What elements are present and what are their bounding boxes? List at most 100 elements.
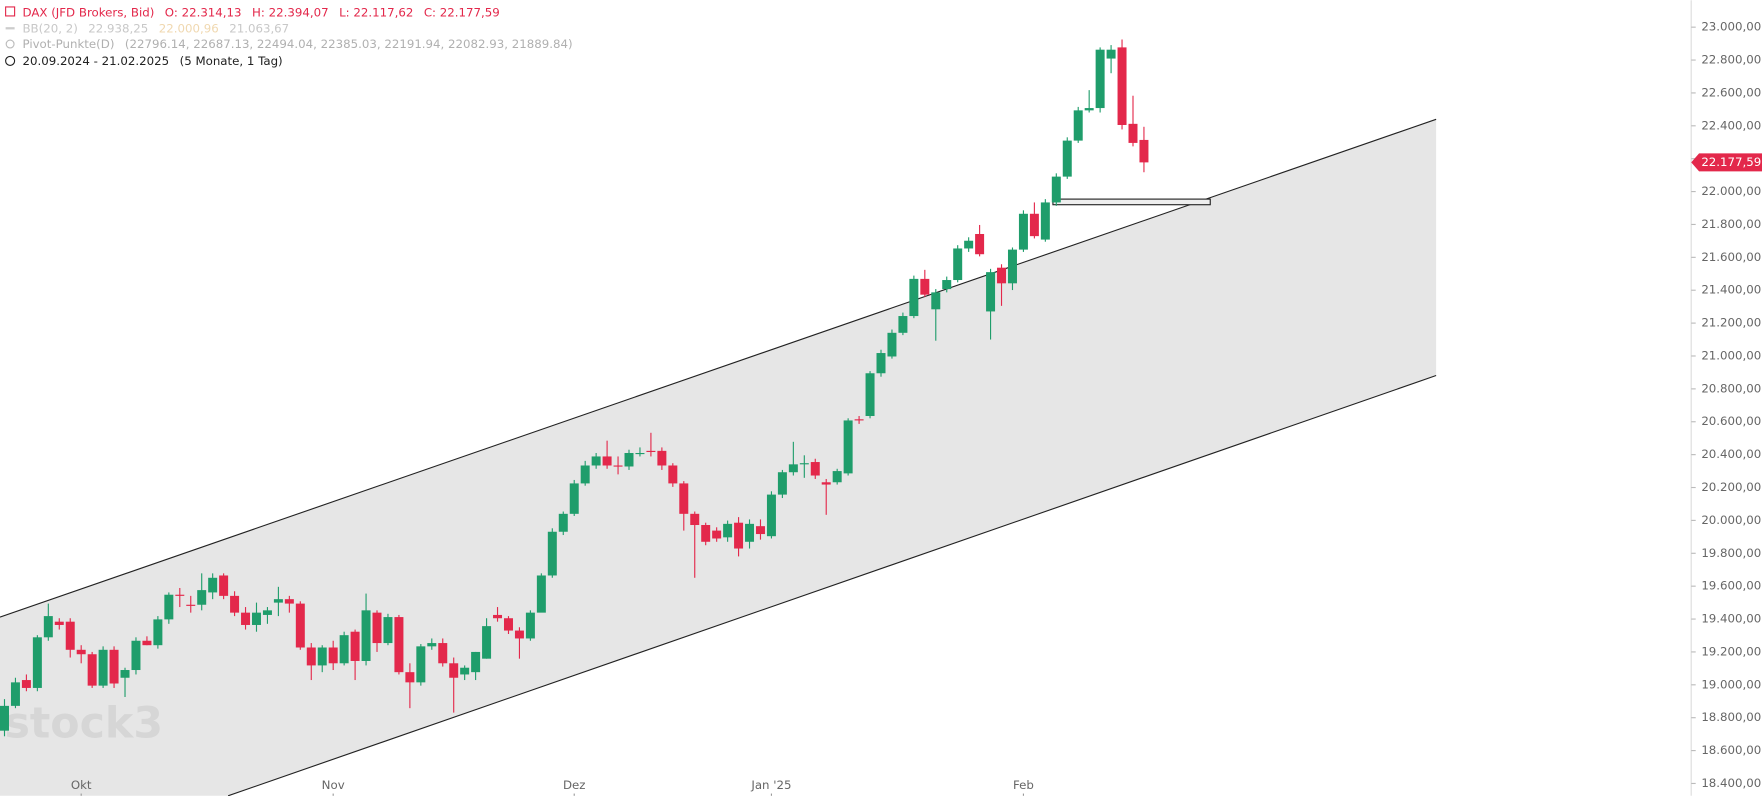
candle-body xyxy=(306,647,316,666)
candle-body xyxy=(295,603,305,648)
candle-body xyxy=(777,472,787,495)
candle-body xyxy=(164,594,174,620)
candle-body xyxy=(821,482,831,485)
candle-body xyxy=(701,525,711,542)
candle-body xyxy=(580,465,590,484)
legend-icon xyxy=(5,6,16,17)
plot-area: stock3 xyxy=(0,39,1437,796)
last-price-label: 22.177,59 xyxy=(1701,155,1761,169)
zone-box xyxy=(1052,198,1211,206)
y-tick-label: 19.800,00 xyxy=(1701,546,1761,560)
candle-body xyxy=(482,626,492,659)
candle-body xyxy=(361,610,371,661)
legend-line: DAX (JFD Brokers, Bid) O: 22.314,13 H: 2… xyxy=(22,5,499,19)
candle-body xyxy=(613,465,623,467)
candle-body xyxy=(54,621,64,625)
last-price-tag xyxy=(1691,153,1762,172)
candle-body xyxy=(175,594,185,596)
candle-body xyxy=(602,456,612,466)
legend-icon xyxy=(5,39,15,49)
candle-body xyxy=(98,649,108,686)
candle-body xyxy=(251,612,261,625)
candle-body xyxy=(65,621,75,650)
candle-body xyxy=(153,619,163,646)
candle-body xyxy=(723,523,733,538)
y-tick-label: 21.400,00 xyxy=(1701,283,1761,297)
candle-body xyxy=(1040,202,1050,240)
y-tick-label: 20.800,00 xyxy=(1701,381,1761,395)
candle-body xyxy=(131,640,141,671)
candle-body xyxy=(427,643,437,647)
candle-body xyxy=(876,353,886,374)
candle-body xyxy=(854,419,864,421)
y-tick-label: 19.400,00 xyxy=(1701,612,1761,626)
x-tick-label: Feb xyxy=(1013,778,1034,792)
legend-line: Pivot-Punkte(D) (22796.14, 22687.13, 224… xyxy=(22,37,572,51)
candle-body xyxy=(1139,139,1149,163)
candle-body xyxy=(975,233,985,255)
candle-body xyxy=(635,452,645,455)
legend: DAX (JFD Brokers, Bid) O: 22.314,13 H: 2… xyxy=(5,5,573,67)
x-tick-label: Dez xyxy=(563,778,586,792)
candle-body xyxy=(394,617,404,673)
candle-body xyxy=(219,575,229,596)
y-tick-label: 23.000,00 xyxy=(1701,20,1761,34)
y-tick-label: 21.600,00 xyxy=(1701,250,1761,264)
candle-body xyxy=(493,614,503,619)
candle-body xyxy=(679,483,689,514)
candle-body xyxy=(986,272,996,312)
candle-body xyxy=(1128,123,1138,143)
y-tick-label: 21.200,00 xyxy=(1701,316,1761,330)
watermark: stock3 xyxy=(4,699,163,749)
candle-body xyxy=(208,577,218,593)
candle-body xyxy=(799,463,809,465)
ohlc: C: 22.177,59 xyxy=(424,5,500,19)
candle-body xyxy=(1051,176,1061,203)
y-tick-label: 20.600,00 xyxy=(1701,414,1761,428)
candle-body xyxy=(887,332,897,357)
candle-body xyxy=(953,248,963,281)
candle-body xyxy=(372,612,382,644)
date-span: (5 Monate, 1 Tag) xyxy=(180,53,283,67)
candle-body xyxy=(0,705,9,731)
candle-body xyxy=(197,590,207,605)
candle-body xyxy=(120,670,130,678)
candle-body xyxy=(1084,108,1094,111)
candle-body xyxy=(810,462,820,476)
candle-body xyxy=(10,682,20,706)
candle-body xyxy=(898,316,908,333)
candle-body xyxy=(734,522,744,549)
candle-body xyxy=(383,617,393,644)
candle-body xyxy=(1007,249,1017,284)
candle-body xyxy=(1095,49,1105,109)
candle-body xyxy=(32,637,42,688)
candle-body xyxy=(449,663,459,678)
candle-body xyxy=(766,494,776,537)
candle-body xyxy=(1029,213,1039,237)
y-tick-label: 22.800,00 xyxy=(1701,53,1761,67)
candle-body xyxy=(865,373,875,417)
y-tick-label: 18.800,00 xyxy=(1701,710,1761,724)
candle-body xyxy=(514,630,524,639)
y-tick-label: 19.200,00 xyxy=(1701,644,1761,658)
y-tick-label: 21.800,00 xyxy=(1701,217,1761,231)
y-tick-label: 18.400,00 xyxy=(1701,776,1761,790)
candle-body xyxy=(646,450,656,453)
y-tick-label: 20.200,00 xyxy=(1701,480,1761,494)
candle-body xyxy=(262,610,272,615)
candle-body xyxy=(909,278,919,317)
candle-body xyxy=(186,604,196,606)
candle-body xyxy=(87,654,97,686)
candle-body xyxy=(230,595,240,613)
candle-body xyxy=(460,667,470,675)
candle-body xyxy=(624,452,634,467)
ohlc: H: 22.394,07 xyxy=(252,5,329,19)
candle-body xyxy=(942,280,952,290)
candle-body xyxy=(284,599,294,604)
candle-body xyxy=(788,464,798,473)
y-tick-label: 20.000,00 xyxy=(1701,513,1761,527)
x-tick-label: Nov xyxy=(322,778,345,792)
candle-body xyxy=(438,643,448,664)
candle-body xyxy=(920,278,930,295)
